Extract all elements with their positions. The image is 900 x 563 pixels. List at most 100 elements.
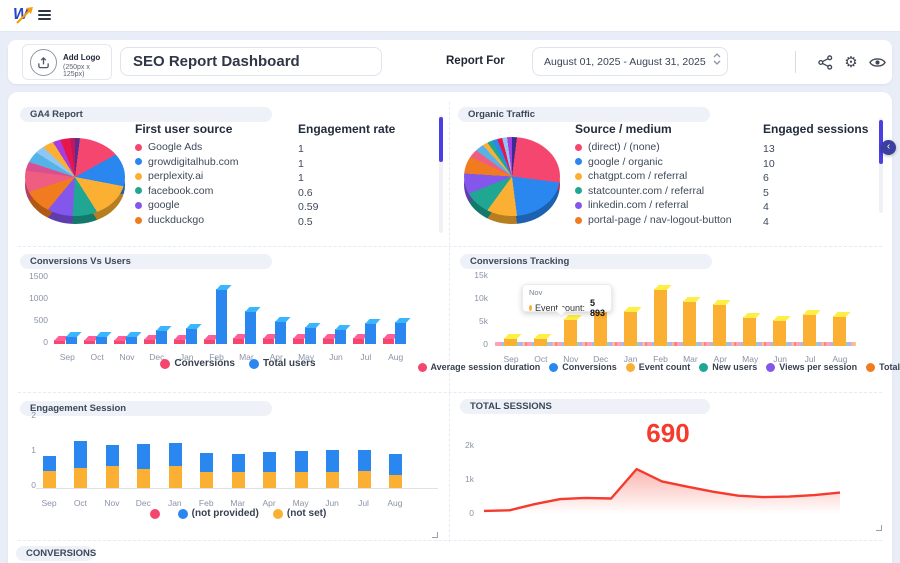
bar-total-users[interactable] <box>275 321 286 344</box>
legend-item[interactable]: Views per session <box>766 362 857 372</box>
bar-notprovided[interactable] <box>263 452 276 472</box>
bar-conversions[interactable] <box>204 339 215 344</box>
share-button[interactable] <box>816 54 834 70</box>
total-sessions-area-chart[interactable] <box>470 442 854 522</box>
bar-notprovided[interactable] <box>389 454 402 475</box>
bar-notprovided[interactable] <box>232 454 245 472</box>
bar-event-count[interactable] <box>534 338 547 346</box>
settings-button[interactable]: ⚙ <box>842 54 860 70</box>
bar-total-users[interactable] <box>156 330 167 344</box>
bar-notset[interactable] <box>169 466 182 488</box>
ga4-pie-chart[interactable] <box>25 138 125 224</box>
legend-dot <box>273 509 283 519</box>
bar-notprovided[interactable] <box>169 443 182 466</box>
bar-conversions[interactable] <box>174 339 185 344</box>
bar-total-users[interactable] <box>216 289 227 344</box>
bar-notset[interactable] <box>137 469 150 488</box>
resize-handle[interactable] <box>876 525 882 531</box>
bar-conversions[interactable] <box>114 340 125 344</box>
legend-item[interactable]: Total users <box>249 358 316 369</box>
ga4-scrollbar-track <box>439 115 443 233</box>
bar-notprovided[interactable] <box>106 445 119 466</box>
bar-notset[interactable] <box>200 472 213 488</box>
legend-item[interactable]: Conversions <box>549 362 617 372</box>
report-title-input[interactable] <box>120 47 382 76</box>
bar-event-count[interactable] <box>833 316 846 346</box>
bar-notprovided[interactable] <box>326 450 339 472</box>
preview-button[interactable] <box>868 54 886 70</box>
bar-total-users[interactable] <box>395 322 406 344</box>
bar-event-count[interactable] <box>683 301 696 346</box>
y-tick-label: 1 <box>6 445 36 455</box>
bar-conversions[interactable] <box>233 338 244 344</box>
bar-total-users[interactable] <box>96 336 107 344</box>
bar-event-count[interactable] <box>803 314 816 346</box>
bar-notprovided[interactable] <box>295 451 308 472</box>
legend-item[interactable]: Average session duration <box>418 362 541 372</box>
bar-conversions[interactable] <box>383 338 394 344</box>
legend-item[interactable]: New users <box>699 362 757 372</box>
source-value: 0.59 <box>298 201 318 213</box>
bar-notprovided[interactable] <box>74 441 87 468</box>
bar-notset[interactable] <box>232 472 245 488</box>
bar-notprovided[interactable] <box>43 456 56 470</box>
bar-conversions[interactable] <box>263 338 274 344</box>
bar-event-count[interactable] <box>743 317 756 346</box>
bar-notset[interactable] <box>389 475 402 488</box>
bar-notset[interactable] <box>326 472 339 488</box>
bar-top-face <box>683 297 701 302</box>
collapse-panel-button[interactable]: ‹ <box>881 140 896 155</box>
legend-dot <box>249 359 259 369</box>
bar-total-users[interactable] <box>126 336 137 344</box>
bar-notset[interactable] <box>106 466 119 488</box>
bar-conversions[interactable] <box>144 339 155 344</box>
bar-event-count[interactable] <box>624 311 637 346</box>
bar-conversions[interactable] <box>353 338 364 344</box>
legend-item[interactable] <box>150 509 164 519</box>
bar-conversions[interactable] <box>293 338 304 344</box>
legend-item[interactable]: (not provided) <box>178 508 259 519</box>
bar-event-count[interactable] <box>654 289 667 346</box>
legend-item[interactable]: Event count <box>626 362 691 372</box>
bar-total-users[interactable] <box>245 311 256 344</box>
bar-conversions[interactable] <box>54 340 65 344</box>
organic-pie-chart[interactable] <box>464 137 560 224</box>
bar-event-count[interactable] <box>713 304 726 346</box>
resize-handle[interactable] <box>432 532 438 538</box>
app-logo[interactable]: W <box>13 5 37 27</box>
date-range-select[interactable]: August 01, 2025 - August 31, 2025 <box>532 47 728 76</box>
bar-conversions[interactable] <box>323 338 334 344</box>
source-value: 4 <box>763 216 769 228</box>
bar-top-face <box>654 285 672 290</box>
bar-notset[interactable] <box>295 472 308 488</box>
x-tick-label: Nov <box>99 498 125 508</box>
bar-total-users[interactable] <box>305 327 316 344</box>
legend-label: Event count <box>639 362 691 372</box>
bar-total-users[interactable] <box>186 328 197 344</box>
bar-notprovided[interactable] <box>200 453 213 472</box>
add-logo-button[interactable]: Add Logo (250px x 125px) <box>22 44 112 80</box>
menu-icon[interactable] <box>38 10 51 21</box>
bar-total-users[interactable] <box>66 336 77 344</box>
legend-item[interactable]: Total users <box>866 362 900 372</box>
legend-item[interactable]: (not set) <box>273 508 326 519</box>
bar-notset[interactable] <box>74 468 87 488</box>
bar-event-count[interactable] <box>564 319 577 346</box>
bar-total-users[interactable] <box>335 329 346 344</box>
bar-notset[interactable] <box>263 472 276 488</box>
bar-notprovided[interactable] <box>137 444 150 470</box>
bar-notprovided[interactable] <box>358 450 371 472</box>
bar-notset[interactable] <box>358 471 371 488</box>
bar-top-face <box>156 326 172 331</box>
ga4-scrollbar-thumb[interactable] <box>439 117 443 162</box>
organic-scrollbar-track <box>879 118 883 213</box>
legend-item[interactable]: Conversions <box>160 358 235 369</box>
select-spinner-icon <box>707 52 727 71</box>
bar-event-count[interactable] <box>773 320 786 346</box>
bar-conversions[interactable] <box>84 340 95 344</box>
bar-notset[interactable] <box>43 471 56 489</box>
eye-icon <box>869 56 886 69</box>
bar-event-count[interactable] <box>504 338 517 346</box>
bar-total-users[interactable] <box>365 323 376 344</box>
source-value: 13 <box>763 143 775 155</box>
